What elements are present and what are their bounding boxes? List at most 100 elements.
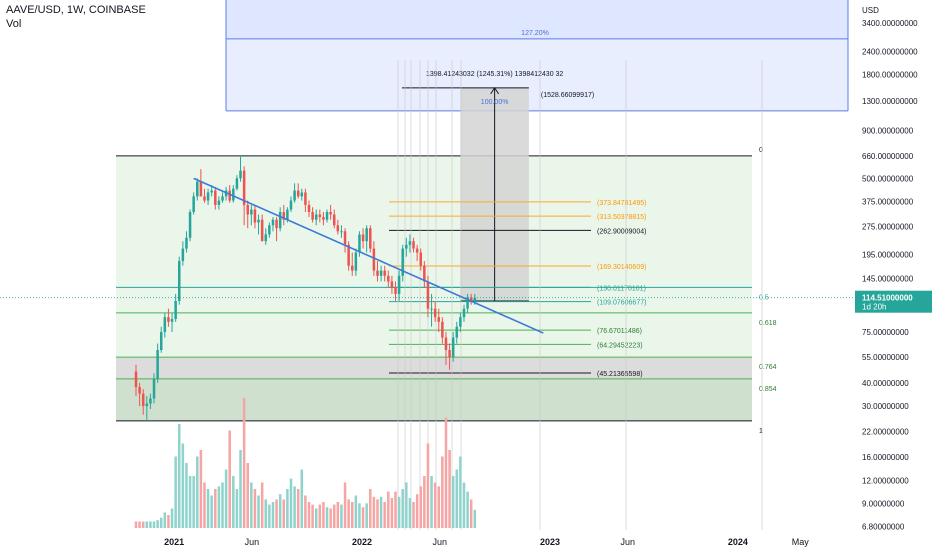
time-axis-label: 2023 xyxy=(540,537,560,547)
candle-body xyxy=(415,248,419,253)
volume-bar xyxy=(300,469,304,528)
price-axis-label: 375.00000000 xyxy=(862,198,914,207)
candle-body xyxy=(300,192,304,197)
candle-body xyxy=(412,241,415,249)
candle-body xyxy=(430,308,433,310)
volume-bar xyxy=(239,450,242,528)
volume-bar xyxy=(268,504,271,528)
candle-body xyxy=(275,219,278,229)
projection-measure-label: 1398.41243032 (1245.31%) 1398412430 32 xyxy=(426,71,564,78)
candle-body xyxy=(379,270,383,276)
volume-bar xyxy=(329,508,332,528)
candle-body xyxy=(282,211,286,220)
fib-extension-zone-upper xyxy=(226,0,848,39)
candle-body xyxy=(347,244,350,266)
price-axis-label: 75.00000000 xyxy=(862,328,909,337)
volume-bar xyxy=(156,520,159,528)
candle-body xyxy=(419,252,422,266)
volume-bar xyxy=(141,521,145,528)
fib-retracement-label: 0.5 xyxy=(759,294,769,301)
candle-body xyxy=(163,317,167,332)
candle-body xyxy=(152,378,156,399)
volume-bar xyxy=(282,499,286,528)
price-axis-label: 40.00000000 xyxy=(862,379,909,388)
projection-target-label: (1528.66099917) xyxy=(541,92,594,99)
candle-body xyxy=(221,196,224,201)
candle-body xyxy=(246,204,249,215)
volume-bar xyxy=(423,476,426,528)
candle-body xyxy=(369,228,372,249)
time-axis-label: Jun xyxy=(620,537,635,547)
candle-body xyxy=(271,219,275,226)
volume-bar xyxy=(358,503,361,528)
trendline[interactable] xyxy=(193,177,544,334)
volume-bar xyxy=(466,491,469,528)
volume-bar xyxy=(350,502,354,528)
candle-body xyxy=(138,387,141,394)
price-axis-label: 3400.00000000 xyxy=(862,19,918,28)
volume-bar xyxy=(228,430,231,528)
candle-body xyxy=(459,317,462,327)
volume-bar xyxy=(185,463,188,528)
candle-body xyxy=(134,371,138,388)
candle-body xyxy=(203,196,206,201)
candle-body xyxy=(405,244,408,249)
volume-bar xyxy=(419,486,422,528)
volume-bar xyxy=(232,476,235,528)
candle-body xyxy=(332,214,336,226)
candle-body xyxy=(170,319,174,322)
volume-bar xyxy=(379,496,383,528)
volume-bar xyxy=(401,489,404,528)
volume-bar xyxy=(433,482,437,528)
volume-bar xyxy=(307,502,311,528)
volume-bar xyxy=(455,469,459,528)
volume-bar xyxy=(260,482,264,528)
volume-bar xyxy=(224,469,228,528)
candle-body xyxy=(199,181,203,197)
candle-body xyxy=(311,211,314,220)
price-axis-label: 195.00000000 xyxy=(862,251,914,260)
candle-body xyxy=(322,217,325,220)
candle-body xyxy=(286,209,289,220)
candle-body xyxy=(365,228,368,242)
volume-bar xyxy=(408,498,412,528)
candle-body xyxy=(473,297,477,301)
fib-retracement-zone-grey xyxy=(116,357,752,379)
candle-body xyxy=(232,188,235,201)
candle-body xyxy=(343,231,347,245)
symbol-title[interactable]: AAVE/USD, 1W, COINBASE xyxy=(6,4,146,16)
candle-body xyxy=(426,281,430,309)
volume-bar xyxy=(271,502,275,528)
candle-body xyxy=(397,275,401,294)
candle-body xyxy=(394,287,397,294)
price-axis-label: 275.00000000 xyxy=(862,223,914,232)
candle-body xyxy=(466,297,469,309)
fib-retracement-label: 0.764 xyxy=(759,364,777,371)
fib-extension-zone-lower xyxy=(226,38,848,111)
price-axis-label: 2400.00000000 xyxy=(862,47,918,56)
last-price-badge[interactable] xyxy=(855,290,932,313)
last-price-value: 114.51000000 xyxy=(862,294,913,303)
volume-bar xyxy=(293,486,296,528)
volume-bar xyxy=(152,521,156,528)
candle-body xyxy=(228,190,231,201)
fib-small-label: (262.90009004) xyxy=(597,228,646,235)
candle-body xyxy=(350,265,354,271)
candle-body xyxy=(185,237,188,249)
volume-bar xyxy=(296,489,300,528)
candle-body xyxy=(376,270,379,276)
volume-label: Vol xyxy=(6,18,22,30)
candle-body xyxy=(354,252,358,271)
volume-bar xyxy=(426,443,430,528)
price-axis-label: 9.00000000 xyxy=(862,500,905,509)
time-axis-label: Jun xyxy=(245,537,260,547)
volume-bar xyxy=(286,489,289,528)
volume-bar xyxy=(448,450,451,528)
volume-bar xyxy=(174,456,177,528)
price-axis-bg xyxy=(855,0,932,550)
candle-body xyxy=(314,214,318,220)
volume-bar xyxy=(451,476,455,528)
candle-body xyxy=(340,231,343,233)
